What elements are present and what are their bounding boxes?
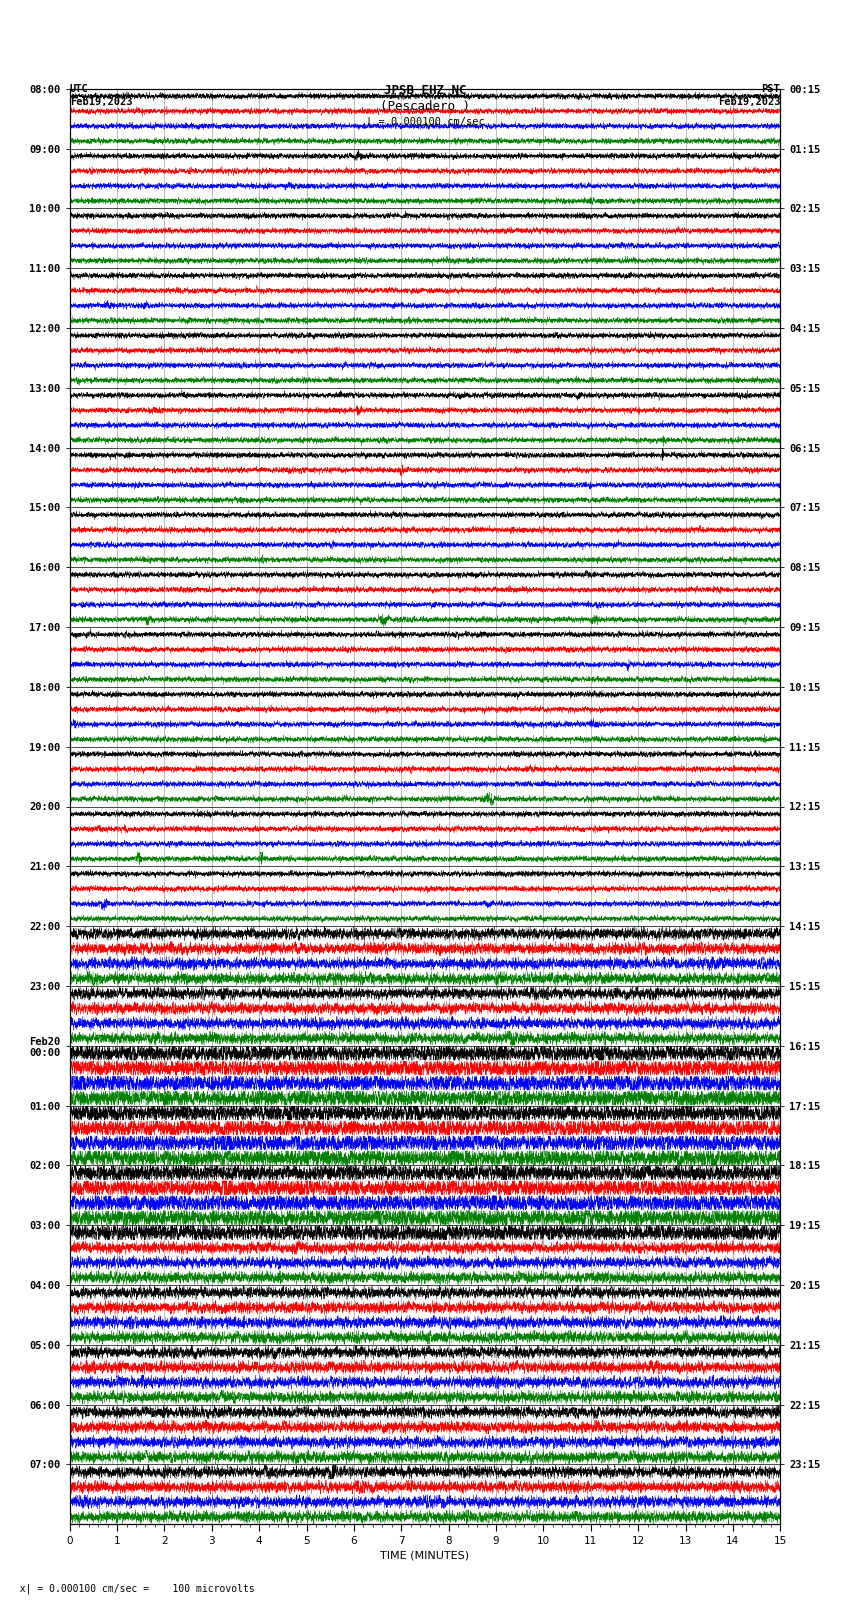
Text: PST: PST <box>762 84 780 94</box>
Text: JPSB EHZ NC: JPSB EHZ NC <box>383 84 467 97</box>
Text: Feb19,2023: Feb19,2023 <box>717 97 780 106</box>
Text: x| = 0.000100 cm/sec =    100 microvolts: x| = 0.000100 cm/sec = 100 microvolts <box>8 1582 255 1594</box>
Text: | = 0.000100 cm/sec: | = 0.000100 cm/sec <box>366 116 484 127</box>
X-axis label: TIME (MINUTES): TIME (MINUTES) <box>381 1550 469 1560</box>
Text: UTC: UTC <box>70 84 88 94</box>
Text: (Pescadero ): (Pescadero ) <box>380 100 470 113</box>
Text: Feb19,2023: Feb19,2023 <box>70 97 133 106</box>
